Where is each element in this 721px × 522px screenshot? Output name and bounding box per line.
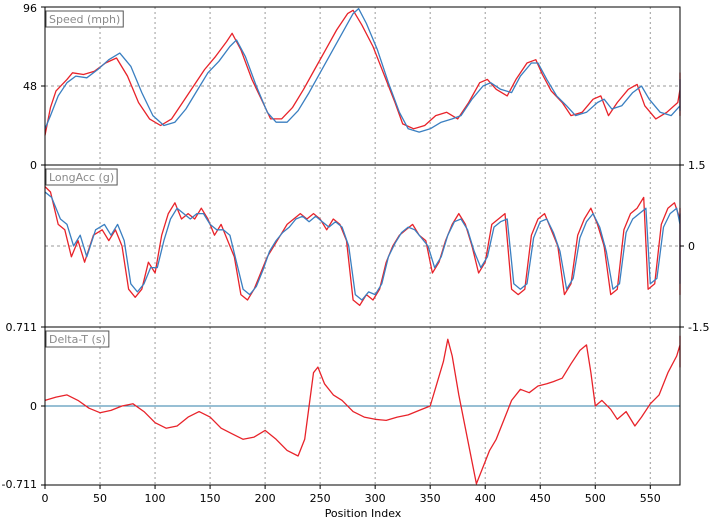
x-tick-label: 0 [42,492,49,505]
panel-2-y-tick-label: 0 [30,400,37,413]
x-tick-label: 350 [420,492,441,505]
panel-1-y-tick-label: 1.5 [688,159,706,172]
grid-layer [45,7,680,485]
panel-1-series-red [44,186,681,307]
x-tick-label: 250 [310,492,331,505]
panel-2-y-tick-label: -0.711 [2,478,37,491]
panel-0-series-red [44,9,681,136]
plot-frame [44,6,681,486]
x-tick-label: 500 [585,492,606,505]
panel-0-legend-box [45,10,124,28]
panel-2-series-red [44,335,681,485]
panel-2-y-tick-label: 0.711 [6,321,38,334]
x-tick-label: 100 [145,492,166,505]
panel-1-series-blue [44,191,681,301]
x-axis-label: Position Index [325,507,402,520]
legend-layer: Speed (mph) LongAcc (g) Delta-T (s) [45,10,124,348]
panel-2-legend-box [45,330,110,348]
panel-1-legend-label: LongAcc (g) [49,171,114,184]
x-tick-label: 300 [365,492,386,505]
tick-layer: 96 48 0 1.5 0 -1.5 0.711 0 -0.711 0 50 100 150 200 250… [2,2,710,505]
x-tick-label: 50 [93,492,107,505]
x-tick-label: 400 [475,492,496,505]
panel-0-series-blue [44,7,681,133]
panel-0-y-tick-label: 0 [30,159,37,172]
panel-0-y-tick-label: 96 [23,2,37,15]
x-tick-label: 450 [530,492,551,505]
x-tick-label: 200 [255,492,276,505]
panel-0-legend-label: Speed (mph) [49,13,120,26]
x-tick-label: 550 [640,492,661,505]
x-tick-label: 150 [200,492,221,505]
panel-1-y-tick-label: -1.5 [688,321,709,334]
panel-2-legend-label: Delta-T (s) [49,333,106,346]
panel-1-y-tick-label: 0 [688,240,695,253]
panel-0-y-tick-label: 48 [23,80,37,93]
frame-layer [44,6,681,486]
panel-1-legend-box [45,168,118,186]
series-layer [44,7,681,485]
